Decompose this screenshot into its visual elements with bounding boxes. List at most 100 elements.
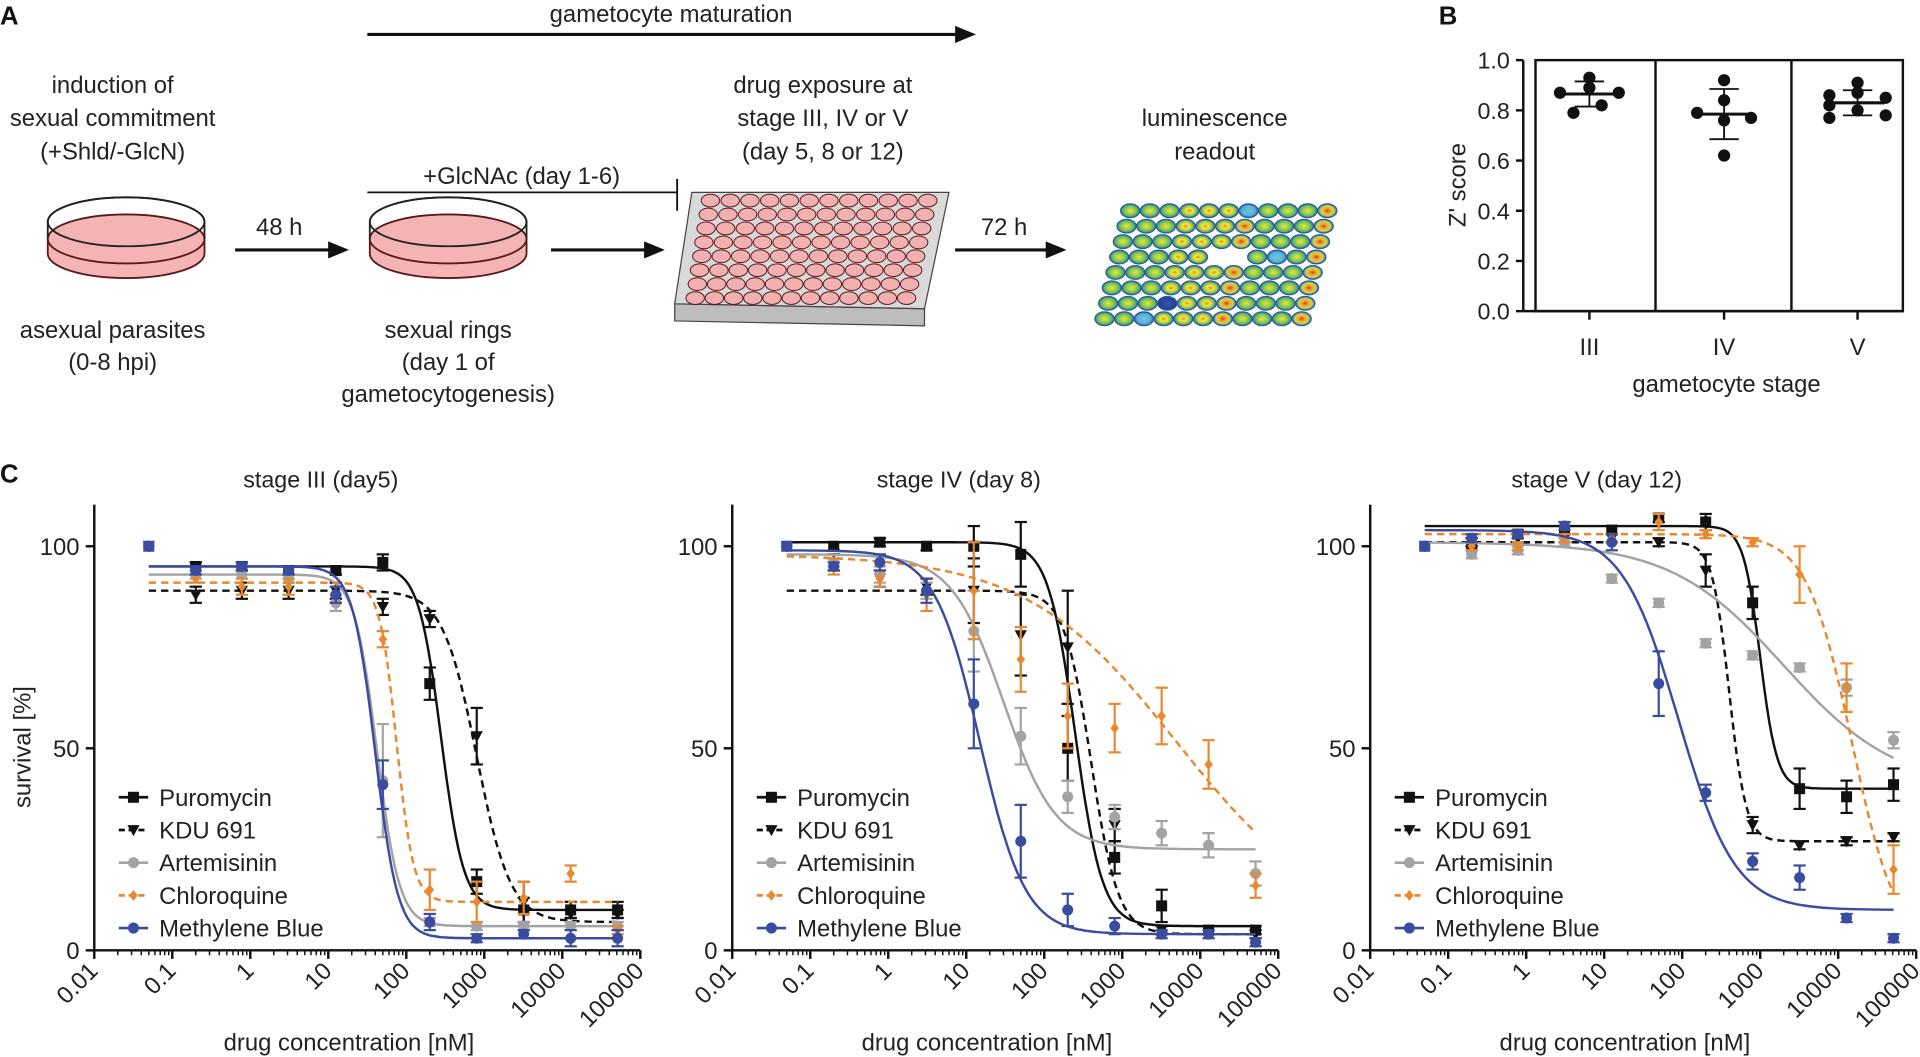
x-tick-label: 100 [368, 958, 415, 1005]
data-point [1204, 758, 1213, 770]
legend-item: Chloroquine [756, 883, 926, 910]
marker-circle [1403, 857, 1415, 869]
x-tick-label: 100000 [574, 958, 649, 1033]
luminescence-well [1298, 280, 1320, 296]
plate-well [858, 291, 878, 305]
x-tick-label: IV [1713, 334, 1736, 361]
legend-label: KDU 691 [1435, 818, 1532, 845]
plate-well [711, 249, 731, 264]
plate-well [889, 235, 909, 250]
plate-well [737, 207, 758, 222]
data-point [1823, 89, 1836, 102]
fit-curve [1424, 541, 1895, 759]
x-tick-label: 100000 [1212, 958, 1287, 1033]
luminescence-well [1117, 295, 1139, 311]
luminescence-well [1286, 249, 1307, 265]
data-point [1840, 836, 1853, 848]
plate-well [704, 291, 725, 305]
plate-well [811, 235, 831, 250]
luminescence-well [1105, 264, 1126, 280]
luminescence-well [1275, 295, 1296, 311]
dish-rim [46, 196, 206, 248]
luminescence-well [1152, 234, 1173, 250]
plate-well [899, 277, 920, 291]
asexual-line-1: asexual parasites [20, 317, 206, 344]
luminescence-well [1219, 280, 1241, 296]
legend-item: Puromycin [1394, 785, 1548, 812]
plate-well [844, 263, 865, 278]
plate-well [892, 221, 912, 236]
luminescence-well [1230, 234, 1252, 250]
luminescence-well [1125, 264, 1146, 280]
data-point [1419, 540, 1431, 552]
plate-well [816, 207, 837, 222]
luminescence-well [1139, 203, 1161, 219]
data-point [1851, 76, 1864, 89]
data-point [1851, 104, 1864, 117]
luminescence-well [1136, 218, 1157, 234]
data-point [1466, 548, 1478, 560]
x-tick-label: 10 [300, 958, 338, 996]
plate-well [867, 249, 887, 264]
data-point [1699, 565, 1712, 577]
data-point [377, 556, 389, 568]
data-point [470, 731, 483, 743]
legend-item: KDU 691 [1394, 818, 1532, 845]
x-tick-label: 0.01 [1327, 958, 1379, 1010]
data-point [424, 678, 436, 690]
data-point [1015, 730, 1027, 742]
induction-line-2: sexual commitment [10, 105, 216, 132]
plate-well [743, 291, 763, 305]
dish-rim [368, 196, 528, 248]
x-tick-label: 100 [1644, 958, 1691, 1005]
data-point [1879, 109, 1892, 122]
data-point [1063, 710, 1073, 722]
data-point [377, 779, 389, 791]
data-point [1559, 520, 1571, 532]
plate-well [898, 193, 918, 208]
data-point [1553, 86, 1567, 99]
data-point [518, 920, 530, 932]
data-point [566, 868, 575, 880]
x-tick-label: 0.1 [777, 958, 820, 1001]
plate-well [794, 221, 814, 236]
data-point [1887, 832, 1900, 844]
data-point [284, 581, 293, 593]
data-point [1652, 537, 1665, 549]
luminescence-well [1243, 264, 1264, 280]
data-point [781, 540, 793, 552]
x-tick-label: 10 [938, 958, 976, 996]
plate-well [820, 291, 840, 305]
plate-well [836, 207, 856, 222]
fit-curve [786, 555, 1257, 834]
luminescence-well [1121, 280, 1142, 296]
luminescence-well [1309, 234, 1331, 250]
y-tick-label: 0 [66, 938, 79, 965]
plate-well [800, 291, 821, 305]
plate-well [791, 235, 812, 250]
luminescence-well [1236, 295, 1257, 311]
plate-well [755, 221, 775, 236]
legend-label: Methylene Blue [1435, 916, 1599, 943]
data-point [1015, 548, 1027, 560]
legend-item: Puromycin [118, 785, 272, 812]
legend-label: Puromycin [797, 785, 910, 812]
x-tick-label: 100000 [1850, 958, 1920, 1033]
luminescence-well [1223, 264, 1244, 280]
data-point [874, 536, 886, 548]
data-point [1888, 932, 1900, 944]
luminescence-well [1297, 203, 1318, 219]
luminescence-well [1179, 203, 1200, 219]
chart-title: stage III (day5) [243, 466, 398, 492]
data-point [1888, 734, 1900, 746]
luminescence-well [1101, 280, 1123, 296]
data-point [1512, 528, 1524, 540]
arrow-to-plate [551, 241, 665, 259]
plate-well [909, 235, 929, 250]
luminescence-well [1116, 218, 1137, 234]
x-axis-title: drug concentration [nM] [224, 1030, 475, 1057]
plate-well [769, 249, 790, 264]
luminescence-well [1164, 264, 1185, 280]
fit-curve [148, 589, 618, 924]
